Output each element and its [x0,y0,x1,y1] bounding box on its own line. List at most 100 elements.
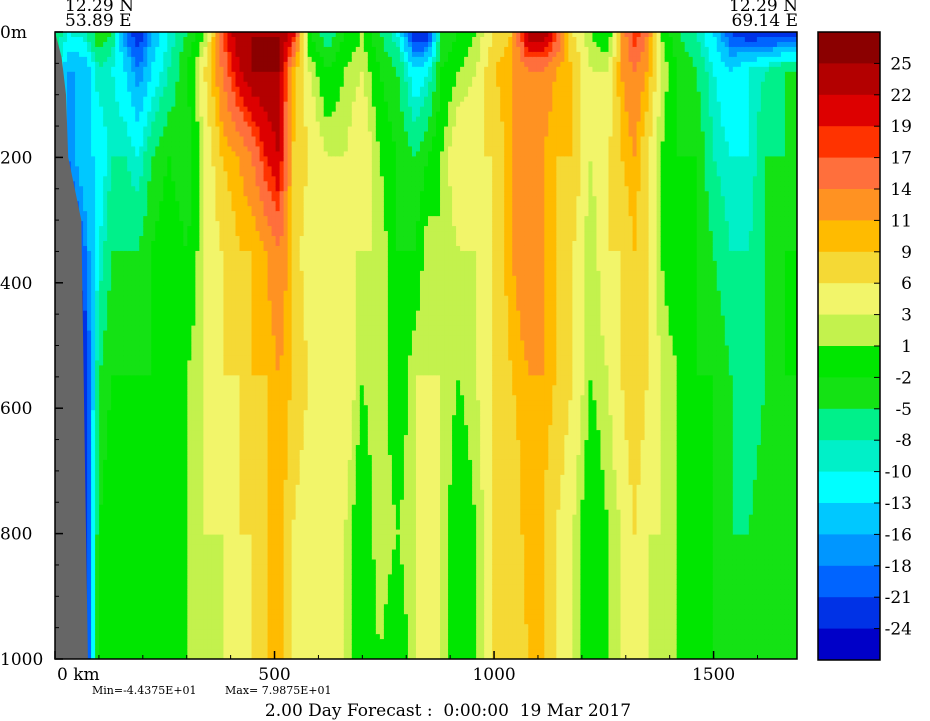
heat-cell [151,226,156,232]
heat-cell [183,106,188,113]
heat-cell [99,275,104,282]
heat-cell [155,390,160,396]
heat-cell [119,534,124,541]
heat-cell [191,619,196,625]
heat-cell [111,345,116,352]
heat-cell [71,151,76,158]
heat-cell [171,504,176,511]
heat-cell [175,206,180,212]
heat-cell [139,66,144,73]
heat-cell [183,206,188,212]
heat-cell [123,539,128,546]
heat-cell [167,489,172,496]
heat-cell [155,604,160,610]
heat-cell [143,405,148,411]
heat-cell [159,589,164,595]
heat-cell [119,330,124,337]
heat-cell [187,241,192,247]
heat-cell [111,151,116,158]
heat-cell [127,86,132,93]
heat-cell [199,479,204,486]
heat-cell [139,241,144,247]
heat-cell [127,574,132,580]
heat-cell [203,166,209,172]
heat-cell [99,56,104,63]
heat-cell [183,509,188,516]
heat-cell [159,494,164,501]
heat-cell [155,285,160,292]
heat-cell [87,191,92,197]
heat-cell [171,355,176,362]
heat-cell [123,380,128,386]
heat-cell [187,494,192,501]
heat-cell [79,191,84,197]
heat-cell [151,121,156,128]
heat-cell [91,340,96,347]
heat-cell [91,320,96,327]
heat-cell [127,255,132,262]
heat-cell [107,445,112,451]
heat-cell [191,454,196,461]
heat-cell [167,265,172,272]
heat-cell [171,345,176,352]
heat-cell [131,579,136,585]
heat-cell [83,231,88,237]
heat-cell [115,479,120,486]
heat-cell [139,360,144,367]
heat-cell [127,365,132,371]
heat-cell [99,514,104,521]
heat-cell [167,395,172,401]
heat-cell [107,32,112,38]
heat-cell [123,41,128,48]
heat-cell [143,161,148,167]
heat-cell [107,509,112,516]
heat-cell [139,285,144,292]
heat-cell [211,410,217,416]
heat-cell [135,395,140,401]
heat-cell [115,315,120,322]
heat-cell [159,330,164,337]
heat-cell [187,644,192,650]
heat-cell [99,599,104,605]
heat-cell [95,454,100,461]
heat-cell [159,509,164,516]
heat-cell [123,420,128,426]
heat-cell [175,335,180,342]
heat-cell [139,375,144,381]
heat-cell [167,614,172,620]
heat-cell [175,524,180,531]
heat-cell [199,445,204,451]
heat-cell [131,609,136,615]
heat-cell [135,71,140,78]
heat-cell [99,270,104,277]
heat-cell [135,166,140,172]
heat-cell [183,265,188,272]
heat-cell [191,544,196,551]
heat-cell [131,390,136,396]
heat-cell [191,489,196,496]
heat-cell [191,76,196,83]
heat-cell [171,454,176,461]
heat-cell [203,156,209,162]
heat-cell [171,310,176,317]
heat-cell [163,126,168,133]
heat-cell [159,32,164,38]
heat-cell [87,599,92,605]
heat-cell [191,539,196,546]
heat-cell [123,425,128,431]
heat-cell [191,599,196,605]
heat-cell [91,310,96,317]
heat-cell [119,599,124,605]
heat-cell [123,176,128,182]
heat-cell [199,509,204,516]
heat-cell [203,340,209,347]
heat-cell [195,574,200,580]
heat-cell [131,36,136,43]
heat-cell [111,400,116,406]
heat-cell [195,111,200,118]
heat-cell [119,166,124,172]
heat-cell [171,514,176,521]
heat-cell [203,270,209,277]
heat-cell [103,350,108,357]
heat-cell [211,275,217,282]
